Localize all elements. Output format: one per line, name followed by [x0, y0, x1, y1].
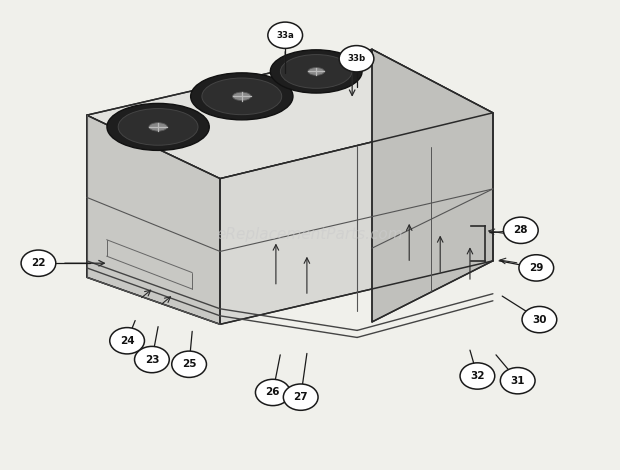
Circle shape [255, 379, 290, 406]
Text: 23: 23 [144, 354, 159, 365]
Circle shape [135, 346, 169, 373]
Ellipse shape [191, 73, 293, 120]
Polygon shape [87, 49, 493, 179]
Text: 30: 30 [532, 314, 547, 325]
Ellipse shape [232, 92, 251, 101]
Circle shape [460, 363, 495, 389]
Text: 31: 31 [510, 376, 525, 386]
Ellipse shape [308, 68, 324, 75]
Ellipse shape [280, 55, 352, 88]
Text: 33a: 33a [277, 31, 294, 40]
Text: 27: 27 [293, 392, 308, 402]
Text: 33b: 33b [347, 54, 366, 63]
Text: eReplacementParts.com: eReplacementParts.com [216, 227, 404, 243]
Ellipse shape [270, 50, 362, 93]
Ellipse shape [149, 123, 167, 131]
Polygon shape [220, 113, 493, 324]
Text: 29: 29 [529, 263, 544, 273]
Text: 28: 28 [513, 225, 528, 235]
Circle shape [519, 255, 554, 281]
Text: 25: 25 [182, 359, 197, 369]
Ellipse shape [118, 109, 198, 145]
Circle shape [503, 217, 538, 243]
Circle shape [110, 328, 144, 354]
Text: 26: 26 [265, 387, 280, 398]
Circle shape [268, 22, 303, 48]
Polygon shape [87, 115, 220, 324]
Ellipse shape [202, 78, 281, 115]
Circle shape [500, 368, 535, 394]
Circle shape [21, 250, 56, 276]
Text: 24: 24 [120, 336, 135, 346]
Polygon shape [372, 49, 493, 322]
Circle shape [339, 46, 374, 72]
Text: 32: 32 [470, 371, 485, 381]
Ellipse shape [107, 103, 210, 150]
Text: 22: 22 [31, 258, 46, 268]
Circle shape [172, 351, 206, 377]
Circle shape [522, 306, 557, 333]
Circle shape [283, 384, 318, 410]
